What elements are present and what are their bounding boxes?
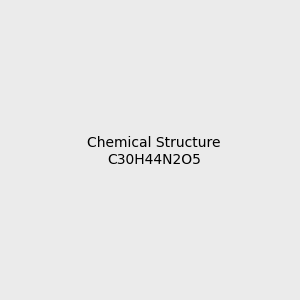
Text: Chemical Structure
C30H44N2O5: Chemical Structure C30H44N2O5 [87, 136, 220, 166]
